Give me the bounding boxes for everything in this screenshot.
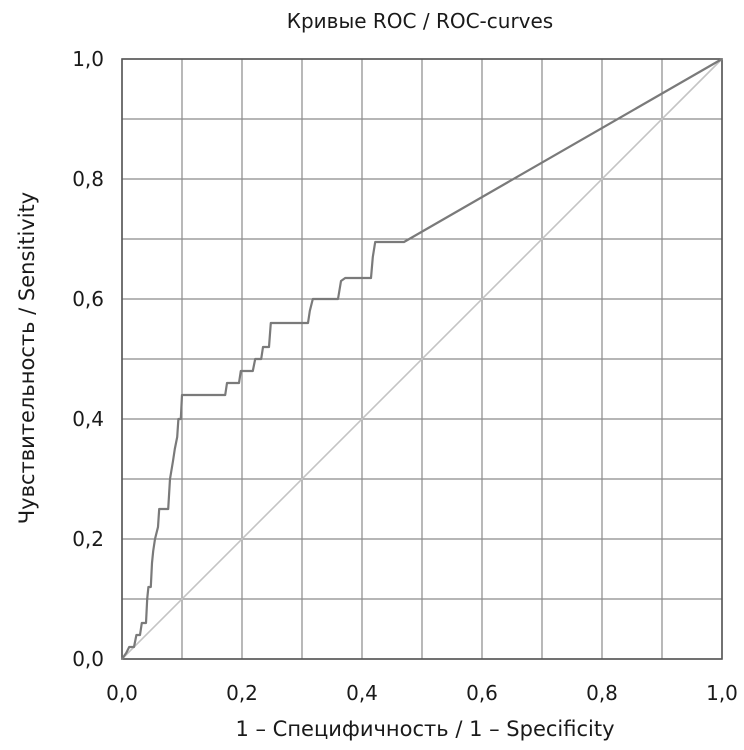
x-tick-label: 0,0 — [106, 681, 138, 705]
y-tick-label: 0,4 — [72, 407, 104, 431]
roc-curve-layer — [121, 58, 723, 660]
y-tick-labels: 0,0 0,2 0,4 0,6 0,8 1,0 — [72, 47, 104, 671]
y-tick-label: 0,6 — [72, 287, 104, 311]
x-tick-label: 1,0 — [706, 681, 738, 705]
y-tick-label: 1,0 — [72, 47, 104, 71]
x-axis-title: 1 – Специфичность / 1 – Specificity — [235, 717, 614, 741]
grid — [121, 58, 723, 660]
x-tick-label: 0,2 — [226, 681, 258, 705]
reference-line — [121, 58, 723, 660]
y-tick-label: 0,0 — [72, 647, 104, 671]
chart-title: Кривые ROC / ROC-curves — [287, 9, 553, 33]
y-axis-title: Чувствительность / Sensitivity — [15, 192, 39, 524]
x-tick-label: 0,4 — [346, 681, 378, 705]
x-tick-label: 0,8 — [586, 681, 618, 705]
y-tick-label: 0,8 — [72, 167, 104, 191]
x-tick-labels: 0,0 0,2 0,4 0,6 0,8 1,0 — [106, 681, 738, 705]
x-tick-label: 0,6 — [466, 681, 498, 705]
reference-line-layer — [121, 58, 723, 660]
plot-frame — [121, 58, 723, 660]
y-tick-label: 0,2 — [72, 527, 104, 551]
roc-curve-line — [121, 58, 723, 660]
